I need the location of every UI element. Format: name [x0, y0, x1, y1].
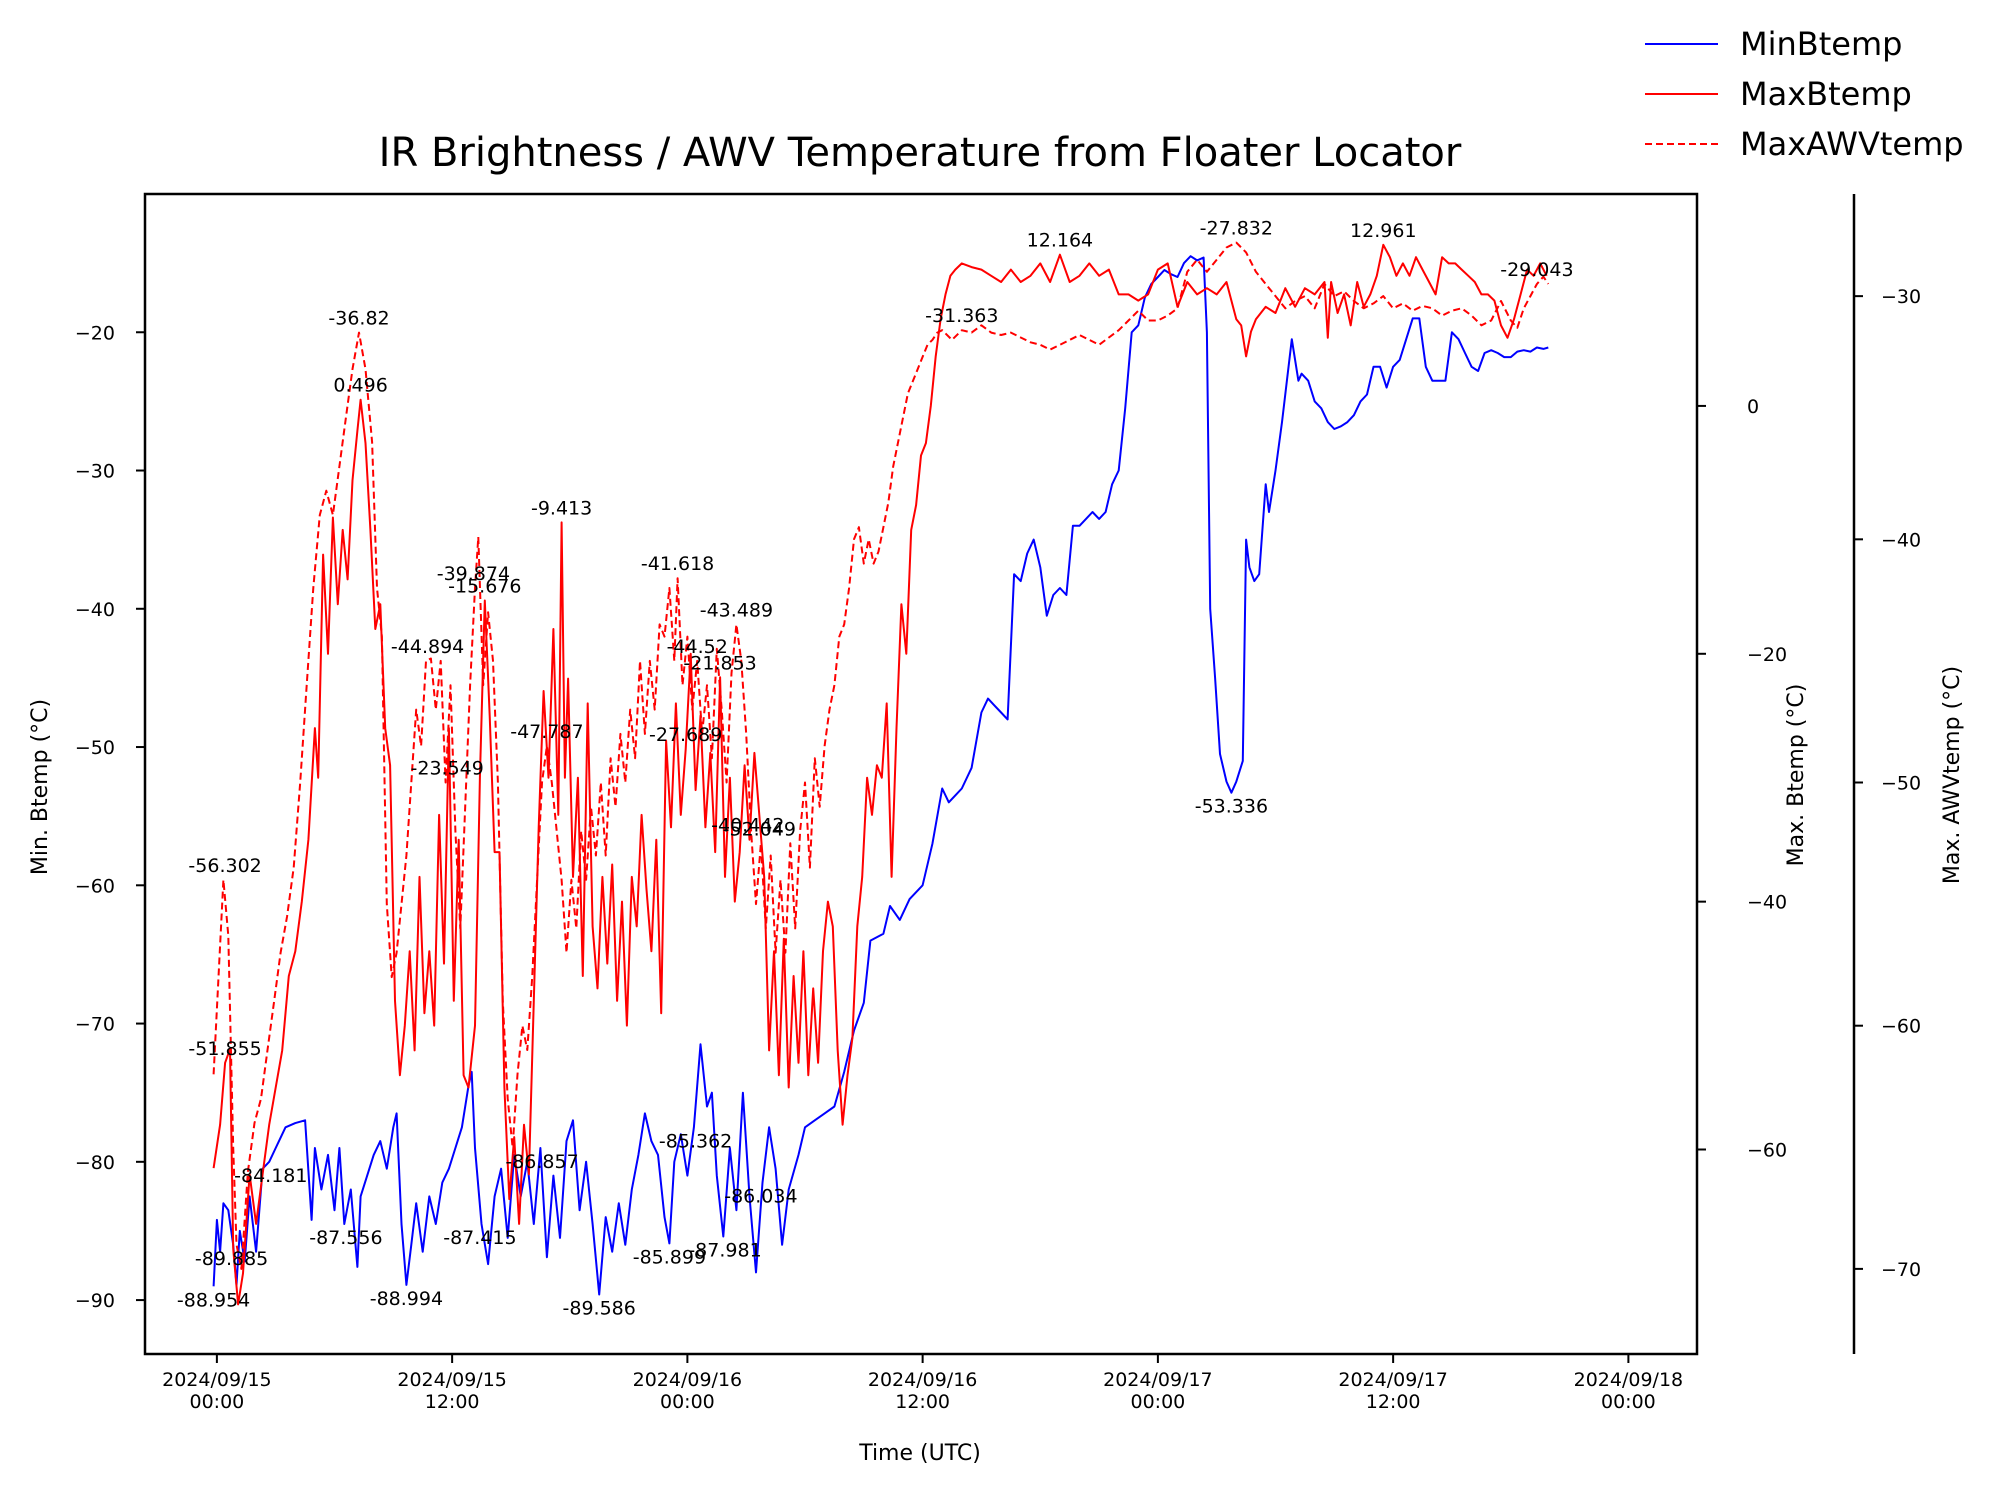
annotation-label: -29.043	[1500, 259, 1573, 281]
y-right2-tick-label: −40	[1881, 529, 1921, 551]
y-left-tick-label: −60	[75, 875, 115, 897]
annotation-label: -44.52	[667, 636, 728, 658]
annotation-label: -36.82	[328, 308, 389, 330]
chart-title: IR Brightness / AWV Temperature from Flo…	[379, 130, 1462, 176]
series-layer	[212, 241, 1550, 1306]
x-tick-label: 2024/09/16	[868, 1369, 978, 1391]
annotation-label: -39.874	[437, 563, 510, 585]
y-right1-tick-label: −40	[1747, 892, 1787, 914]
y-axis-right1-label: Max. Btemp (°C)	[1784, 684, 1809, 867]
legend-label-minbtemp: MinBtemp	[1740, 25, 1902, 63]
annotation-label: -15.676	[448, 576, 521, 598]
annotation-label: -27.689	[649, 724, 722, 746]
y-left-tick-label: −80	[75, 1152, 115, 1174]
series-line-maxawvtemp	[212, 241, 1550, 1270]
annotation-label: -87.981	[688, 1240, 761, 1262]
annotation-label: -47.787	[510, 721, 583, 743]
x-tick-label: 2024/09/15	[162, 1369, 272, 1391]
annotation-label: -27.832	[1200, 218, 1273, 240]
x-tick-label: 00:00	[1131, 1391, 1186, 1413]
x-tick-label: 2024/09/15	[397, 1369, 507, 1391]
annotation-label: -21.853	[683, 652, 756, 674]
y-axis-right2-label: Max. AWVtemp (°C)	[1940, 666, 1965, 884]
annotation-label: -53.336	[1195, 796, 1268, 818]
annotation-label: -88.954	[177, 1289, 250, 1311]
annotation-label: -86.857	[505, 1151, 578, 1173]
x-tick-label: 2024/09/17	[1338, 1369, 1448, 1391]
y-right2-tick-label: −30	[1881, 286, 1921, 308]
y-left-tick-label: −70	[75, 1014, 115, 1036]
annotation-layer: -88.954 -89.885 -84.181 -87.556 -88.994 -87.4…	[177, 218, 1574, 1320]
y-right1-tick-label: −20	[1747, 644, 1787, 666]
annotation-label: -87.415	[443, 1227, 516, 1249]
annotation-label: -52.049	[723, 818, 796, 840]
annotation-label: -85.362	[659, 1130, 732, 1152]
legend-label-maxawvtemp: MaxAWVtemp	[1740, 125, 1964, 163]
series-line-minbtemp	[212, 255, 1549, 1296]
annotation-label: -9.413	[531, 497, 592, 519]
y-left-tick-label: −20	[75, 322, 115, 344]
x-axis-label: Time (UTC)	[858, 1441, 981, 1466]
annotation-label: -41.618	[641, 553, 714, 575]
annotation-label: -87.556	[309, 1227, 382, 1249]
annotation-label: -85.899	[633, 1246, 706, 1268]
y-left-tick-label: −90	[75, 1290, 115, 1312]
x-tick-label: 00:00	[1601, 1391, 1656, 1413]
annotation-label: -23.549	[411, 758, 484, 780]
legend: MinBtemp MaxBtemp MaxAWVtemp	[1645, 25, 1964, 163]
y-axis-left-label: Min. Btemp (°C)	[28, 699, 53, 875]
y-right1-tick-label: −60	[1747, 1140, 1787, 1162]
x-tick-label: 00:00	[189, 1391, 244, 1413]
annotation-label: 12.164	[1027, 230, 1093, 252]
y-right2-tick-label: −70	[1881, 1259, 1921, 1281]
annotation-label: -44.894	[391, 636, 464, 658]
annotation-label: -51.855	[188, 1038, 261, 1060]
x-tick-label: 12:00	[425, 1391, 480, 1413]
annotation-label: -86.034	[724, 1186, 797, 1208]
y-right2-tick-label: −50	[1881, 773, 1921, 795]
legend-label-maxbtemp: MaxBtemp	[1740, 75, 1912, 113]
y-left-tick-label: −40	[75, 599, 115, 621]
annotation-label: 0.496	[333, 375, 387, 397]
annotation-label: -40.442	[711, 815, 784, 837]
annotation-label: -88.994	[370, 1288, 443, 1310]
annotation-label: -84.181	[234, 1165, 307, 1187]
y-right2-tick-label: −60	[1881, 1016, 1921, 1038]
annotation-label: -43.489	[700, 599, 773, 621]
y-left-tick-label: −50	[75, 737, 115, 759]
series-line-maxbtemp	[212, 243, 1548, 1306]
annotation-label: 12.961	[1350, 220, 1416, 242]
x-tick-label: 2024/09/18	[1574, 1369, 1684, 1391]
annotation-label: -89.885	[195, 1248, 268, 1270]
annotation-label: -89.586	[563, 1298, 636, 1320]
x-tick-label: 2024/09/17	[1103, 1369, 1213, 1391]
y-right1-tick-label: 0	[1747, 396, 1759, 418]
axes-layer: 2024/09/1500:002024/09/1512:002024/09/16…	[75, 192, 1921, 1413]
x-tick-label: 12:00	[895, 1391, 950, 1413]
annotation-label: -31.363	[925, 305, 998, 327]
annotation-label: -56.302	[188, 855, 261, 877]
plot-frame	[143, 192, 1699, 1356]
x-tick-label: 12:00	[1366, 1391, 1421, 1413]
y-left-tick-label: −30	[75, 461, 115, 483]
x-tick-label: 00:00	[660, 1391, 715, 1413]
x-tick-label: 2024/09/16	[633, 1369, 743, 1391]
